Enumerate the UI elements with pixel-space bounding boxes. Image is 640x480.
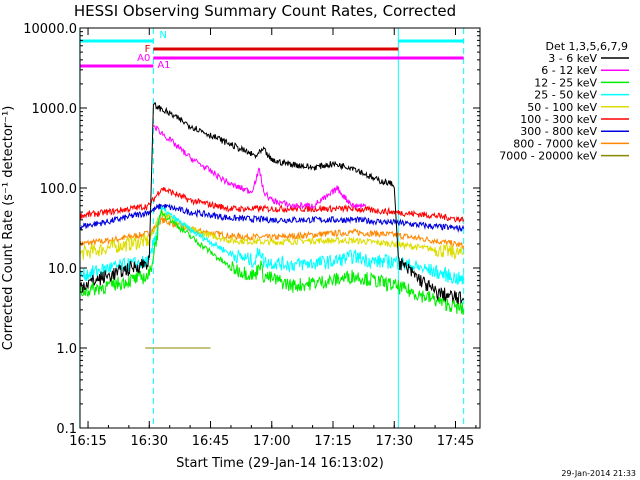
series-line-50-100-kev bbox=[79, 209, 464, 260]
attenuator-label-n: N bbox=[159, 30, 166, 41]
series-line-6-12-kev bbox=[153, 125, 367, 210]
series-line-3-6-kev bbox=[79, 102, 465, 305]
y-axis-title: Corrected Count Rate (s⁻¹ detector⁻¹) bbox=[1, 106, 16, 351]
legend-title: Det 1,3,5,6,7,9 bbox=[545, 40, 628, 53]
attenuator-label-a1: A1 bbox=[157, 60, 170, 71]
footer-timestamp: 29-Jan-2014 21:33 bbox=[561, 469, 636, 478]
y-tick-label: 0.1 bbox=[56, 422, 77, 437]
legend-label: 7000 - 20000 keV bbox=[499, 150, 597, 163]
x-axis: 16:15 16:30 16:45 17:00 17:15 17:30 17:45 bbox=[69, 28, 477, 449]
attenuator-label-f: F bbox=[145, 44, 151, 55]
x-tick-label: 17:00 bbox=[253, 434, 290, 449]
legend-label: 100 - 300 keV bbox=[520, 113, 597, 126]
x-axis-title: Start Time (29-Jan-14 16:13:02) bbox=[176, 456, 384, 471]
y-tick-label: 10.0 bbox=[48, 262, 77, 277]
series-line-300-800-kev bbox=[79, 203, 465, 233]
legend-label: 25 - 50 keV bbox=[534, 89, 597, 102]
y-tick-label: 1.0 bbox=[56, 342, 77, 357]
series-line-100-300-kev bbox=[79, 187, 465, 223]
legend-label: 12 - 25 keV bbox=[534, 76, 597, 89]
chart-title: HESSI Observing Summary Count Rates, Cor… bbox=[74, 2, 456, 20]
x-tick-label: 16:15 bbox=[69, 434, 106, 449]
x-tick-label: 17:45 bbox=[437, 434, 474, 449]
y-tick-label: 1000.0 bbox=[32, 102, 78, 117]
y-axis: 0.1 1.0 10.0 100.0 1000.0 10000.0 bbox=[23, 22, 480, 437]
x-tick-label: 16:30 bbox=[131, 434, 168, 449]
attenuator-label-a0: A0 bbox=[137, 53, 150, 64]
series-line-12-25-kev bbox=[79, 208, 465, 315]
y-tick-label: 10000.0 bbox=[23, 22, 77, 37]
legend-label: 300 - 800 keV bbox=[520, 125, 597, 138]
legend-label: 800 - 7000 keV bbox=[513, 137, 597, 150]
x-tick-label: 17:15 bbox=[314, 434, 351, 449]
plot-frame bbox=[79, 27, 481, 429]
x-tick-label: 16:45 bbox=[192, 434, 229, 449]
legend-label: 50 - 100 keV bbox=[527, 101, 597, 114]
legend-label: 3 - 6 keV bbox=[548, 52, 597, 65]
x-tick-label: 17:30 bbox=[376, 434, 413, 449]
legend-label: 6 - 12 keV bbox=[541, 64, 597, 77]
y-tick-label: 100.0 bbox=[40, 182, 77, 197]
